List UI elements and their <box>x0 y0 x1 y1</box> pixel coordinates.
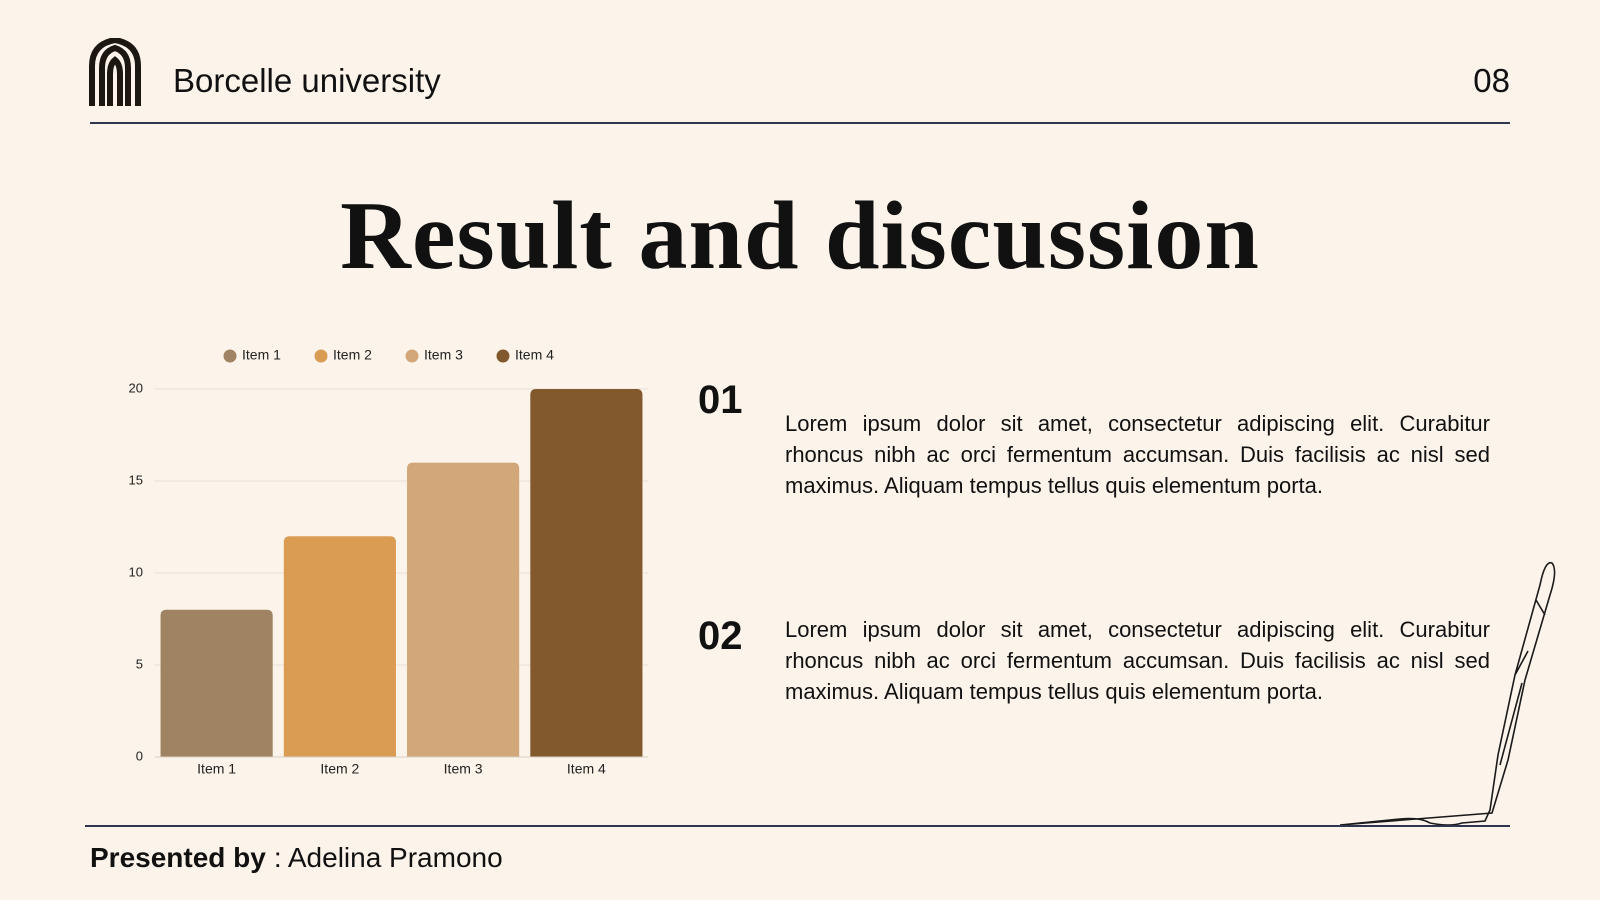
title: Result and discussion <box>340 182 1260 290</box>
bar <box>407 462 520 757</box>
logo <box>89 38 141 106</box>
chart: 0 5 10 15 20 Item 1 Item 2 Item 3 Item 4 Item 1 It… <box>129 347 648 777</box>
legend-label: Item 4 <box>515 347 554 363</box>
y-tick-label: 15 <box>129 472 143 487</box>
legend-swatch <box>405 349 419 363</box>
x-tick-label: Item 1 <box>197 761 236 777</box>
point-text: Lorem ipsum dolor sit amet, consectetur … <box>785 411 1490 498</box>
y-tick-label: 10 <box>129 564 143 579</box>
x-tick-label: Item 3 <box>444 761 483 777</box>
y-tick-label: 5 <box>136 656 143 671</box>
presenter: : Adelina Pramono <box>273 842 503 873</box>
bar <box>283 536 396 757</box>
bar <box>160 609 273 757</box>
brand: Borcelle university <box>173 62 441 99</box>
header-rule <box>90 122 1510 124</box>
y-tick-label: 0 <box>136 748 143 763</box>
pen-illustration <box>1340 561 1556 826</box>
page-number: 08 <box>1473 62 1510 99</box>
x-tick-label: Item 2 <box>320 761 359 777</box>
legend-swatch <box>496 349 510 363</box>
x-tick-label: Item 4 <box>567 761 606 777</box>
footer-label: Presented by <box>90 842 266 873</box>
y-tick-label: 20 <box>129 380 143 395</box>
footer: Presented by: Adelina Pramono <box>90 842 503 874</box>
bar <box>530 389 643 757</box>
legend-swatch <box>314 349 328 363</box>
legend-label: Item 3 <box>424 347 463 363</box>
point-number: 01 <box>698 378 743 422</box>
point-number: 02 <box>698 614 743 658</box>
legend-label: Item 2 <box>333 347 372 363</box>
legend-swatch <box>223 349 237 363</box>
point-text: Lorem ipsum dolor sit amet, consectetur … <box>785 617 1490 704</box>
footer-rule <box>85 825 1510 827</box>
legend-label: Item 1 <box>242 347 281 363</box>
